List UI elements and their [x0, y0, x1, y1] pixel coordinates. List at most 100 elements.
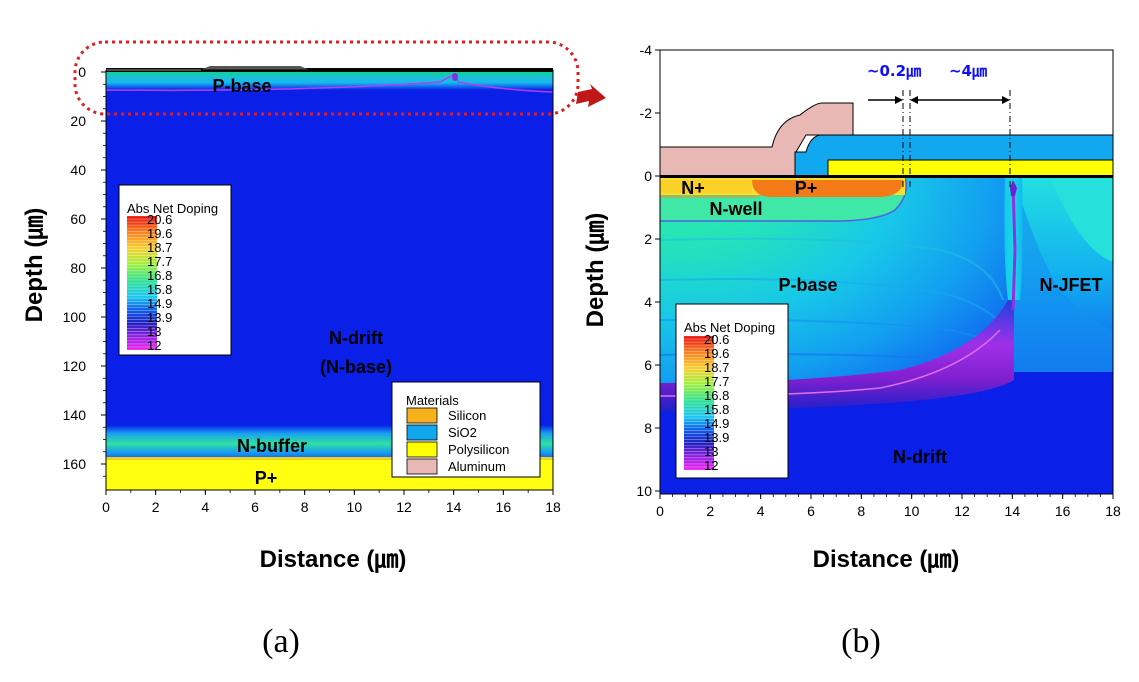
panel-b: ~0.2㎛ ~4㎛ -4 -2 0 2 4 6 8 10 0 2 4 6 8 10 12 14 16 18 Di…	[582, 42, 1121, 660]
y-tick-label: 8	[644, 420, 652, 436]
y-tick-label: 0	[78, 64, 86, 80]
panel-a-doping-legend-title: Abs Net Doping	[127, 201, 218, 216]
doping-legend-value: 14.9	[147, 296, 172, 311]
y-tick-label: 4	[644, 294, 652, 310]
panel-b-polysilicon-gate	[827, 159, 1114, 178]
doping-legend-value: 14.9	[704, 416, 729, 431]
material-label: SiO2	[448, 425, 477, 440]
x-tick-label: 10	[904, 503, 920, 519]
doping-legend-value: 13.9	[704, 430, 729, 445]
x-tick-label: 14	[446, 499, 462, 515]
material-swatch	[406, 441, 438, 458]
panel-b-doping-legend-title: Abs Net Doping	[684, 320, 775, 335]
x-tick-label: 12	[396, 499, 412, 515]
dimension-gap-label: ~0.2㎛	[867, 62, 921, 81]
zoom-highlight-outline	[73, 40, 580, 116]
doping-legend-value: 19.6	[704, 346, 729, 361]
y-tick-label: 80	[70, 260, 86, 276]
x-tick-label: 12	[954, 503, 970, 519]
dimension-jfet-width-label: ~4㎛	[949, 62, 987, 81]
doping-legend-value: 15.8	[147, 282, 172, 297]
panel-a-x-ticks: 0 2 4 6 8 10 12 14 16 18	[102, 490, 561, 515]
panel-a-y-ticks: 0 20 40 60 80 100 120 140 160	[63, 64, 106, 477]
doping-legend-value: 20.6	[704, 332, 729, 347]
x-tick-label: 0	[656, 503, 664, 519]
panel-a-label-n-drift: N-drift	[329, 328, 383, 348]
x-tick-label: 8	[857, 503, 865, 519]
material-label: Silicon	[448, 408, 486, 423]
panel-a: 0 20 40 60 80 100 120 140 160 0 2 4 6 8 10 12 14 16 18 Di…	[21, 40, 606, 660]
panel-b-label-p-plus: P+	[795, 178, 818, 198]
x-tick-label: 2	[152, 499, 160, 515]
panel-b-caption: (b)	[841, 623, 881, 660]
panel-a-label-n-base: (N-base)	[320, 357, 392, 377]
y-tick-label: -4	[640, 42, 653, 58]
panel-b-p-plus-region	[752, 180, 903, 197]
x-tick-label: 16	[1055, 503, 1071, 519]
materials-legend: Materials Silicon SiO2 Polysilicon Aluminum	[391, 381, 541, 478]
x-tick-label: 2	[706, 503, 714, 519]
panel-b-label-n-plus: N+	[681, 178, 705, 198]
panel-a-p-base-region	[106, 72, 553, 90]
panel-b-y-ticks: -4 -2 0 2 4 6 8 10	[636, 42, 660, 499]
panel-a-label-n-buffer: N-buffer	[237, 436, 307, 456]
y-tick-label: 6	[644, 357, 652, 373]
doping-legend-value: 13.9	[147, 310, 172, 325]
doping-legend-value: 17.7	[147, 254, 172, 269]
panel-b-x-ticks: 0 2 4 6 8 10 12 14 16 18	[656, 494, 1121, 519]
y-tick-label: 10	[636, 483, 652, 499]
material-swatch	[406, 424, 438, 441]
doping-legend-value: 16.8	[147, 268, 172, 283]
x-tick-label: 14	[1005, 503, 1021, 519]
panel-b-label-n-jfet: N-JFET	[1040, 275, 1103, 295]
y-tick-label: 100	[63, 309, 87, 325]
y-tick-label: 160	[63, 456, 87, 472]
y-tick-label: 20	[70, 113, 86, 129]
panel-a-doping-legend: Abs Net Doping 20.619.618.717.716.815.81…	[118, 184, 232, 356]
x-tick-label: 6	[251, 499, 259, 515]
x-tick-label: 18	[545, 499, 561, 515]
doping-legend-value: 18.7	[704, 360, 729, 375]
doping-legend-value: 13	[704, 444, 718, 459]
panel-a-x-axis-title: Distance (㎛)	[260, 546, 407, 574]
x-tick-label: 6	[807, 503, 815, 519]
y-tick-label: 120	[63, 358, 87, 374]
zoom-arrow-icon	[576, 84, 606, 107]
y-tick-label: 60	[70, 211, 86, 227]
doping-legend-value: 19.6	[147, 226, 172, 241]
panel-a-label-p-base: P-base	[212, 76, 271, 96]
panel-b-x-axis-title: Distance (㎛)	[813, 546, 960, 574]
doping-legend-value: 12	[704, 458, 718, 473]
y-tick-label: 2	[644, 231, 652, 247]
panel-b-label-n-drift: N-drift	[893, 447, 947, 467]
panel-b-y-axis-title: Depth (㎛)	[582, 213, 610, 328]
x-tick-label: 4	[757, 503, 765, 519]
panel-a-label-p-plus: P+	[255, 468, 278, 488]
y-tick-label: 0	[644, 168, 652, 184]
material-swatch	[406, 407, 438, 424]
doping-legend-value: 18.7	[147, 240, 172, 255]
y-tick-label: 140	[63, 407, 87, 423]
material-label: Polysilicon	[448, 442, 509, 457]
x-tick-label: 16	[496, 499, 512, 515]
y-tick-label: -2	[640, 105, 653, 121]
x-tick-label: 4	[201, 499, 209, 515]
doping-legend-value: 12	[147, 338, 161, 353]
x-tick-label: 8	[301, 499, 309, 515]
panel-b-label-n-well: N-well	[709, 199, 762, 219]
panel-a-y-axis-title: Depth (㎛)	[21, 208, 49, 323]
material-swatch	[406, 458, 438, 475]
doping-legend-value: 20.6	[147, 212, 172, 227]
doping-legend-value: 13	[147, 324, 161, 339]
doping-legend-value: 15.8	[704, 402, 729, 417]
material-label: Aluminum	[448, 459, 506, 474]
panel-b-doping-legend: Abs Net Doping 20.619.618.717.716.815.81…	[675, 303, 789, 479]
doping-legend-value: 17.7	[704, 374, 729, 389]
panel-a-caption: (a)	[262, 623, 300, 660]
x-tick-label: 0	[102, 499, 110, 515]
doping-legend-value: 16.8	[704, 388, 729, 403]
panel-b-label-p-base: P-base	[778, 275, 837, 295]
x-tick-label: 10	[347, 499, 363, 515]
x-tick-label: 18	[1105, 503, 1121, 519]
